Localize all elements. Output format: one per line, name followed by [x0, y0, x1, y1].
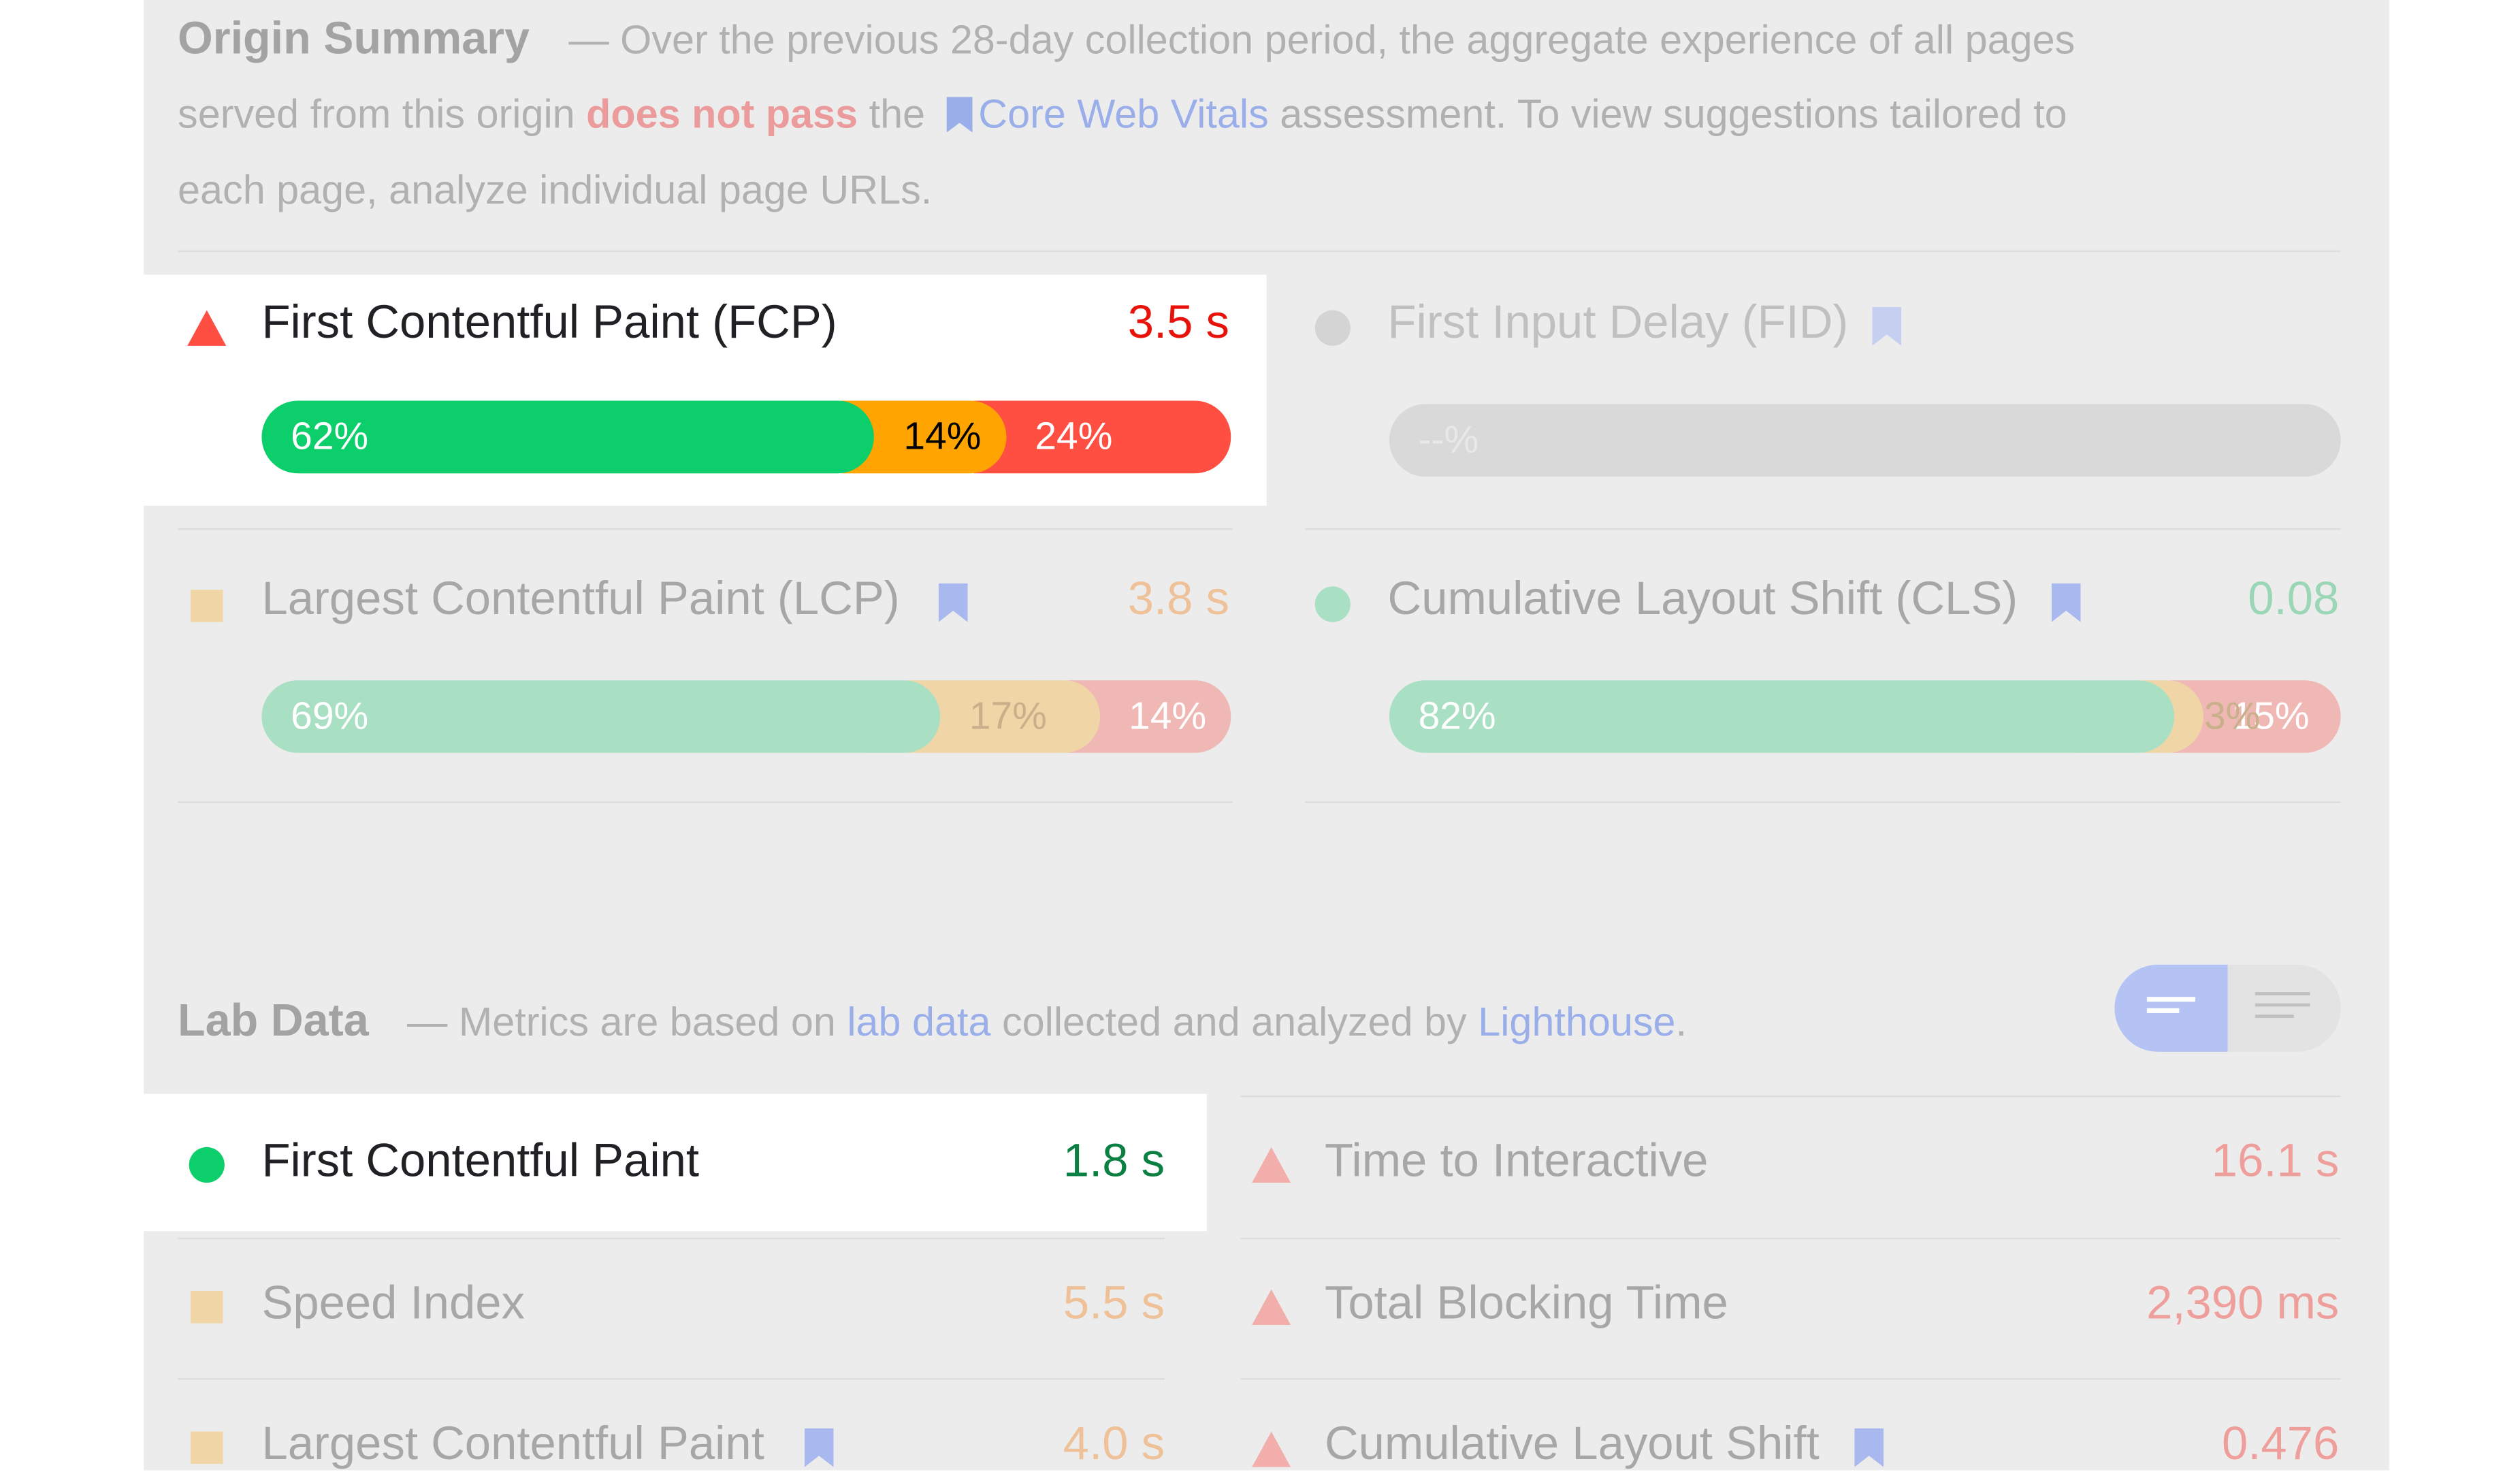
origin-summary-text-3: each page, analyze individual page URLs. — [178, 167, 933, 214]
divider — [178, 1237, 1165, 1240]
divider — [1305, 801, 2341, 803]
divider — [178, 801, 1233, 803]
bar-segment-label: 17% — [969, 694, 1047, 739]
fcp-metric-name: First Contentful Paint (FCP) — [261, 297, 837, 349]
origin-summary-text-1: — Over the previous 28-day collection pe… — [568, 18, 2075, 63]
fcp-bar-segment-good: 62% — [261, 400, 875, 474]
lcp-bar-segment-poor: 14% — [1067, 680, 1231, 753]
fid-metric-name: First Input Delay (FID) — [1387, 297, 1849, 349]
lab-data-link[interactable]: lab data — [847, 999, 991, 1046]
lab-tti-name: Time to Interactive — [1324, 1136, 1709, 1188]
lab-data-text-3: . — [1675, 999, 1687, 1046]
divider — [1240, 1378, 2341, 1380]
bookmark-icon[interactable] — [1854, 1428, 1884, 1467]
origin-summary-title: Origin Summary — [178, 12, 530, 63]
lab-fcp-highlight — [144, 1093, 1207, 1232]
warning-triangle-icon — [1252, 1431, 1291, 1467]
cls-distribution-bar: 82% 3% 15% — [1389, 680, 2341, 753]
bookmark-icon[interactable] — [804, 1428, 834, 1467]
bar-segment-label: --% — [1418, 418, 1479, 462]
lab-fcp-value: 1.8 s — [1063, 1136, 1165, 1188]
cls-metric-name: Cumulative Layout Shift (CLS) — [1387, 573, 2018, 626]
divider — [1240, 1095, 2341, 1098]
lab-tti-value: 16.1 s — [2211, 1136, 2340, 1188]
lab-si-name: Speed Index — [261, 1278, 525, 1330]
lcp-distribution-bar: 69% 17% 14% — [261, 680, 1231, 753]
bar-segment-label: 3% — [2204, 694, 2261, 739]
lab-tbt-name: Total Blocking Time — [1324, 1278, 1728, 1330]
divider — [178, 250, 2341, 253]
origin-summary-text-2c: assessment. To view suggestions tailored… — [1280, 92, 2067, 138]
lab-data-text-1: — Metrics are based on — [407, 999, 836, 1046]
origin-summary-text-2a: served from this origin — [178, 92, 575, 138]
bar-segment-label: 15% — [2231, 694, 2310, 739]
fcp-distribution-bar: 62% 14% 24% — [261, 400, 1231, 474]
divider — [1305, 528, 2341, 530]
divider — [1240, 1237, 2341, 1240]
circle-icon — [1314, 310, 1351, 346]
core-web-vitals-link[interactable]: Core Web Vitals — [937, 92, 1280, 138]
circle-icon — [1314, 586, 1351, 622]
fcp-bar-segment-poor: 24% — [973, 400, 1231, 474]
warning-triangle-icon — [187, 310, 227, 346]
lab-cls-value: 0.476 — [2222, 1418, 2340, 1471]
lab-fcp-name: First Contentful Paint — [261, 1136, 700, 1188]
lcp-bar-segment-good: 69% — [261, 680, 941, 753]
fcp-metric-value: 3.5 s — [1127, 297, 1229, 349]
fid-bar-segment-empty: --% — [1389, 404, 2341, 477]
list-view-toggle[interactable] — [2228, 965, 2341, 1052]
lighthouse-link[interactable]: Lighthouse — [1478, 999, 1676, 1046]
list-view-icon — [2255, 992, 2310, 1019]
bar-segment-label: 14% — [903, 415, 982, 459]
bar-view-icon — [2146, 997, 2196, 1013]
fid-distribution-bar: --% — [1389, 404, 2341, 477]
bar-segment-label: 82% — [1418, 694, 1496, 739]
bar-segment-label: 14% — [1129, 694, 1207, 739]
bar-segment-label: 62% — [291, 415, 369, 459]
bookmark-icon[interactable] — [2051, 583, 2081, 622]
bar-segment-label: 69% — [291, 694, 369, 739]
view-toggle — [2114, 964, 2341, 1052]
circle-icon — [189, 1147, 225, 1183]
bookmark-icon[interactable] — [1872, 306, 1902, 346]
bookmark-icon[interactable] — [938, 583, 968, 622]
fail-phrase: does not pass — [586, 92, 858, 138]
lab-lcp-name: Largest Contentful Paint — [261, 1418, 764, 1471]
lab-cls-name: Cumulative Layout Shift — [1324, 1418, 1820, 1471]
square-icon — [191, 1431, 223, 1465]
core-web-vitals-label: Core Web Vitals — [978, 92, 1269, 138]
lab-data-title: Lab Data — [178, 995, 369, 1046]
origin-summary-text-2: served from this origin does not pass th… — [178, 78, 2067, 152]
lcp-metric-name: Largest Contentful Paint (LCP) — [261, 573, 900, 626]
lab-data-text: — Metrics are based on lab data collecte… — [407, 986, 1687, 1060]
cls-metric-value: 0.08 — [2248, 573, 2340, 626]
warning-triangle-icon — [1252, 1289, 1291, 1325]
square-icon — [191, 1291, 223, 1324]
divider — [178, 1378, 1165, 1380]
cls-bar-segment-good: 82% — [1389, 680, 2176, 753]
warning-triangle-icon — [1252, 1147, 1291, 1183]
lab-si-value: 5.5 s — [1063, 1278, 1165, 1330]
lab-tbt-value: 2,390 ms — [2146, 1278, 2340, 1330]
square-icon — [191, 590, 223, 622]
lab-lcp-value: 4.0 s — [1063, 1418, 1165, 1471]
bar-segment-label: 24% — [1035, 415, 1113, 459]
lab-data-text-2: collected and analyzed by — [1001, 999, 1467, 1046]
bookmark-icon — [946, 97, 972, 133]
origin-summary-text-2b: the — [869, 92, 926, 138]
lcp-metric-value: 3.8 s — [1127, 573, 1229, 626]
bar-view-toggle[interactable] — [2114, 964, 2228, 1052]
divider — [178, 528, 1233, 530]
